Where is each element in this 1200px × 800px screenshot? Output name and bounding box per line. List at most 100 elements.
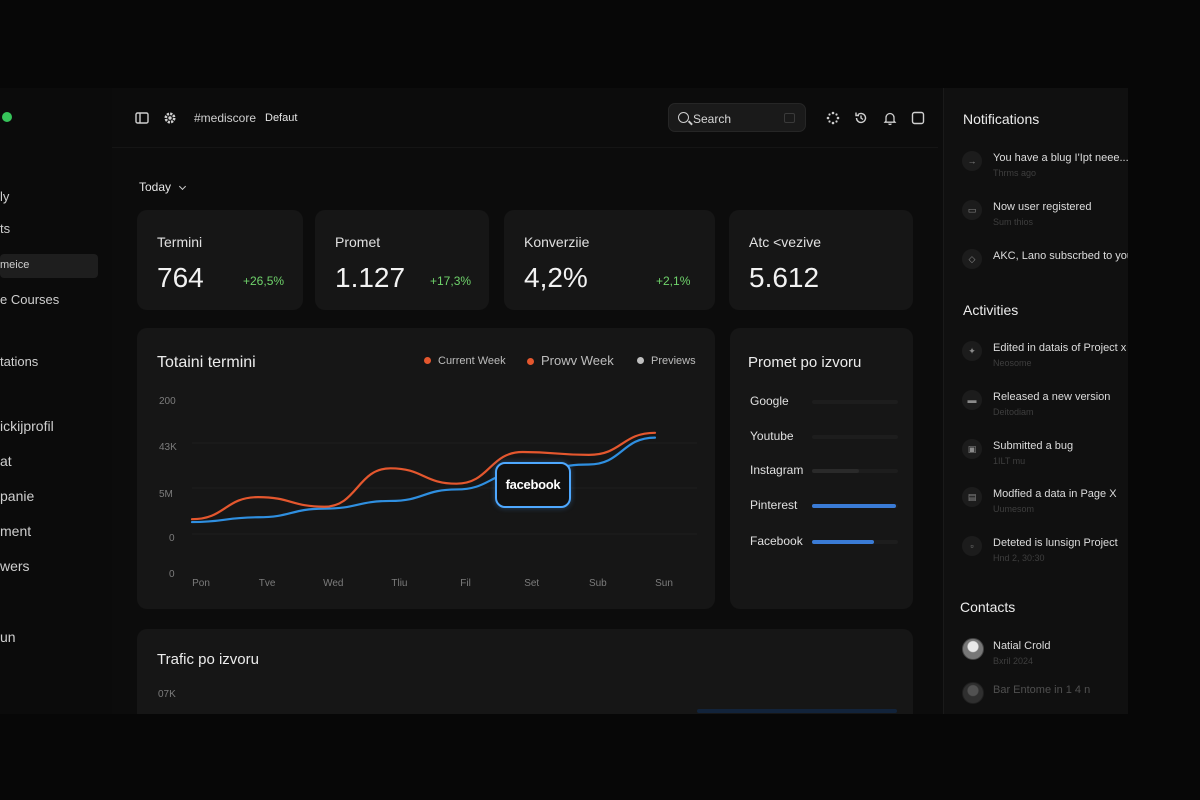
- source-bar-fill: [812, 469, 860, 473]
- source-bar-track: [812, 540, 898, 544]
- kpi-card-konverzije[interactable]: Konverziie 4,2% +2,1%: [504, 210, 715, 310]
- source-label-google: Google: [750, 394, 789, 408]
- contact-name: Bar Entome in 1 4 n: [993, 684, 1091, 696]
- kpi-value: 5.612: [749, 262, 820, 293]
- kpi-value: 1.127: [335, 262, 406, 293]
- contact-item[interactable]: Bar Entome in 1 4 n: [962, 682, 1127, 714]
- check-icon: ◇: [962, 249, 982, 269]
- notification-time: Thrms ago: [993, 168, 1037, 178]
- notifications-title: Notifications: [963, 111, 1040, 127]
- traffic-bar: [697, 709, 897, 713]
- sidebar-item-profile[interactable]: ickijprofil: [0, 418, 54, 434]
- kpi-delta: +26,5%: [243, 274, 285, 288]
- activity-time: Hnd 2, 30:30: [993, 553, 1045, 563]
- activity-text: Deteted is lunsign Project: [993, 537, 1118, 549]
- notification-item[interactable]: ◇ AKC, Lano subscrbed to you: [962, 248, 1128, 284]
- bug-icon: ▣: [962, 439, 982, 459]
- legend-dot: [424, 357, 431, 364]
- data-icon: ▤: [962, 487, 982, 507]
- kpi-title: Konverziie: [524, 234, 590, 250]
- search-box[interactable]: Search: [668, 103, 806, 132]
- activity-time: Deitodiam: [993, 407, 1034, 417]
- activity-item[interactable]: ✦ Edited in datais of Project x Neosome: [962, 340, 1127, 376]
- kpi-value: 764: [157, 262, 204, 293]
- activity-item[interactable]: ▬ Released a new version Deitodiam: [962, 389, 1127, 425]
- y-tick: 0: [169, 569, 175, 580]
- sidebar-item[interactable]: tations: [0, 354, 39, 369]
- period-filter[interactable]: Today: [139, 180, 187, 194]
- contact-name: Natial Crold: [993, 640, 1051, 652]
- y-tick: 43K: [159, 442, 177, 453]
- legend-dot: [637, 357, 644, 364]
- series-line-current-week: [190, 431, 657, 521]
- sidebar-item[interactable]: un: [0, 629, 16, 645]
- sidebar-item[interactable]: at: [0, 453, 12, 469]
- legend-item[interactable]: Prowv Week: [527, 353, 614, 368]
- y-tick: 0: [169, 533, 175, 544]
- sidebar-item[interactable]: ts: [0, 221, 11, 236]
- activity-time: 1ILT mu: [993, 456, 1026, 466]
- delete-icon: ▫: [962, 536, 982, 556]
- release-icon: ▬: [962, 390, 982, 410]
- traffic-card: Trafic po izvoru 07K: [137, 629, 913, 714]
- sidebar-toggle-icon[interactable]: [134, 110, 150, 126]
- gear-icon[interactable]: [162, 110, 178, 126]
- source-label-instagram: Instagram: [750, 463, 804, 477]
- sidebar-item[interactable]: ment: [0, 523, 32, 539]
- kpi-delta: +17,3%: [430, 274, 472, 288]
- notification-item[interactable]: ▭ Now user registered Sum thios: [962, 199, 1127, 235]
- kpi-card-promet[interactable]: Promet 1.127 +17,3%: [315, 210, 489, 310]
- contact-item[interactable]: Natial Crold Bxril 2024: [962, 638, 1127, 674]
- chart-title: Totaini termini: [157, 354, 256, 371]
- legend-label: Prowv Week: [541, 353, 614, 368]
- sidebar-item[interactable]: panie: [0, 488, 35, 504]
- contacts-title: Contacts: [960, 599, 1016, 615]
- x-tick: Pon: [192, 578, 210, 589]
- bell-icon[interactable]: [882, 110, 898, 126]
- activity-item[interactable]: ▫ Deteted is lunsign Project Hnd 2, 30:3…: [962, 535, 1127, 571]
- notification-item[interactable]: → You have a blug I'Ipt neee... Thrms ag…: [962, 150, 1128, 186]
- sources-card: Promet po izvoru Google Youtube Instagram P…: [730, 328, 913, 609]
- source-bar-track: [812, 435, 898, 439]
- activity-text: Released a new version: [993, 391, 1111, 403]
- chevron-down-icon: [179, 182, 187, 191]
- notification-time: Sum thios: [993, 217, 1034, 227]
- traffic-title: Trafic po izvoru: [157, 651, 259, 668]
- source-label-youtube: Youtube: [750, 429, 794, 443]
- status-dot: [2, 112, 12, 122]
- sidebar-item-active[interactable]: meice: [0, 254, 98, 278]
- kpi-title: Atc <vezive: [749, 234, 821, 250]
- channel-name[interactable]: #mediscore: [194, 111, 257, 125]
- source-bar-track: [812, 400, 898, 404]
- history-icon[interactable]: [853, 110, 869, 126]
- source-label-facebook: Facebook: [750, 534, 803, 548]
- y-tick: 5M: [159, 489, 173, 500]
- panel-toggle-icon[interactable]: [910, 110, 926, 126]
- contact-status: Bxril 2024: [993, 656, 1034, 666]
- apps-icon[interactable]: [825, 110, 841, 126]
- legend-item[interactable]: Previews: [637, 355, 696, 367]
- x-tick: Sun: [655, 578, 673, 589]
- avatar: [962, 638, 984, 660]
- activity-item[interactable]: ▣ Submitted a bug 1ILT mu: [962, 438, 1127, 474]
- notification-text: You have a blug I'Ipt neee...: [993, 152, 1128, 164]
- x-tick: Tliu: [391, 578, 408, 589]
- sidebar-item[interactable]: ly: [0, 189, 10, 204]
- kpi-title: Promet: [335, 234, 381, 250]
- legend-item[interactable]: Current Week: [424, 355, 506, 367]
- sidebar-item[interactable]: wers: [0, 558, 30, 574]
- shortcut-icon: [784, 113, 795, 123]
- right-panel: Notifications → You have a blug I'Ipt ne…: [943, 88, 1128, 714]
- sources-title: Promet po izvoru: [748, 354, 862, 371]
- sidebar-item-courses[interactable]: e Courses: [0, 292, 60, 307]
- legend-label: Current Week: [438, 355, 506, 367]
- kpi-card-termini[interactable]: Termini 764 +26,5%: [137, 210, 303, 310]
- activity-item[interactable]: ▤ Modfied a data in Page X Uumesom: [962, 486, 1127, 522]
- y-tick: 200: [159, 396, 176, 407]
- preset-label[interactable]: Defaut: [265, 112, 298, 124]
- x-tick: Sub: [588, 578, 607, 589]
- kpi-card-atc[interactable]: Atc <vezive 5.612: [729, 210, 913, 310]
- y-tick: 07K: [158, 689, 176, 700]
- source-bar-fill: [812, 540, 874, 544]
- user-icon: ▭: [962, 200, 982, 220]
